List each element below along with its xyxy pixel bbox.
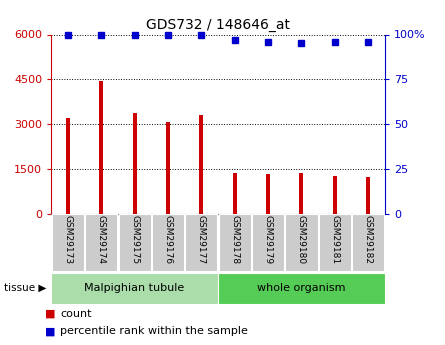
Bar xyxy=(85,214,117,271)
Bar xyxy=(233,173,237,214)
Bar xyxy=(119,214,151,271)
Text: tissue ▶: tissue ▶ xyxy=(4,283,47,293)
Text: GSM29177: GSM29177 xyxy=(197,215,206,264)
Bar xyxy=(218,273,385,304)
Bar xyxy=(66,118,70,214)
Text: ■: ■ xyxy=(44,326,55,336)
Bar xyxy=(319,214,351,271)
Text: GSM29179: GSM29179 xyxy=(263,215,273,264)
Bar xyxy=(333,176,337,214)
Bar xyxy=(219,214,251,271)
Text: GSM29176: GSM29176 xyxy=(163,215,173,264)
Bar xyxy=(286,214,318,271)
Bar xyxy=(352,214,384,271)
Bar xyxy=(51,273,218,304)
Text: count: count xyxy=(60,309,92,319)
Text: percentile rank within the sample: percentile rank within the sample xyxy=(60,326,248,336)
Text: ■: ■ xyxy=(44,309,55,319)
Bar xyxy=(99,81,103,214)
Title: GDS732 / 148646_at: GDS732 / 148646_at xyxy=(146,18,290,32)
Text: GSM29173: GSM29173 xyxy=(63,215,73,264)
Text: GSM29180: GSM29180 xyxy=(297,215,306,264)
Bar xyxy=(52,214,84,271)
Bar xyxy=(166,122,170,214)
Bar xyxy=(266,174,270,214)
Text: GSM29182: GSM29182 xyxy=(364,215,373,264)
Bar xyxy=(252,214,284,271)
Text: GSM29174: GSM29174 xyxy=(97,215,106,264)
Bar xyxy=(133,113,137,214)
Bar xyxy=(199,115,203,214)
Bar xyxy=(299,174,303,214)
Text: Malpighian tubule: Malpighian tubule xyxy=(85,283,185,293)
Text: GSM29181: GSM29181 xyxy=(330,215,340,264)
Bar xyxy=(152,214,184,271)
Bar xyxy=(366,177,370,214)
Text: GSM29175: GSM29175 xyxy=(130,215,139,264)
Text: GSM29178: GSM29178 xyxy=(230,215,239,264)
Bar xyxy=(186,214,218,271)
Text: whole organism: whole organism xyxy=(257,283,346,293)
